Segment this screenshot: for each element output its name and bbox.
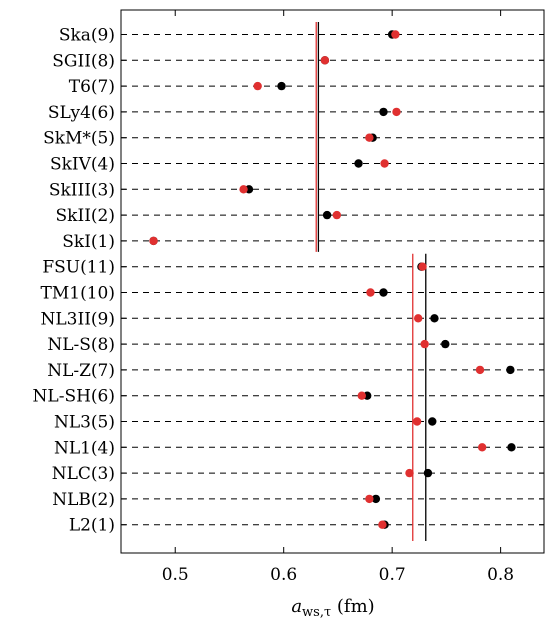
category-label: SkM*(5) bbox=[43, 129, 115, 149]
data-point bbox=[253, 81, 262, 91]
data-point bbox=[378, 520, 387, 529]
gridlines bbox=[121, 34, 544, 526]
x-tick-label: 0.6 bbox=[270, 565, 297, 585]
data-point bbox=[380, 159, 389, 168]
category-labels: Ska(9) SGII(8) T6(7) SLy4(6) SkM*(5) SkIV(4) S… bbox=[33, 26, 115, 536]
data-point bbox=[405, 468, 414, 478]
data-point bbox=[357, 391, 366, 400]
category-label: SkIV(4) bbox=[50, 155, 115, 175]
category-label: SGII(8) bbox=[52, 51, 115, 71]
data-point bbox=[477, 443, 487, 452]
category-label: NL-S(8) bbox=[47, 335, 115, 355]
data-point bbox=[430, 314, 439, 323]
category-label: L2(1) bbox=[69, 516, 115, 536]
category-label: SkII(2) bbox=[56, 206, 115, 226]
data-point bbox=[379, 107, 388, 117]
category-label: NL3II(9) bbox=[41, 309, 116, 329]
data-point bbox=[322, 210, 332, 220]
data-point bbox=[365, 133, 374, 142]
reference-lines bbox=[315, 22, 427, 541]
category-label: NL1(4) bbox=[54, 438, 115, 458]
x-axis-label: aws,τ (fm) bbox=[291, 596, 374, 619]
data-point bbox=[332, 210, 342, 220]
category-label: TM1(10) bbox=[41, 284, 115, 304]
category-label: Ska(9) bbox=[59, 26, 115, 46]
x-tick-label: 0.7 bbox=[379, 565, 406, 585]
category-label: NL-Z(7) bbox=[47, 361, 115, 381]
data-point bbox=[413, 314, 423, 323]
category-label: SkIII(3) bbox=[49, 180, 115, 200]
data-point bbox=[354, 159, 363, 168]
category-label: NL-SH(6) bbox=[33, 387, 115, 407]
data-point bbox=[366, 288, 375, 297]
category-label: NLC(3) bbox=[52, 464, 115, 484]
category-label: SLy4(6) bbox=[48, 103, 115, 123]
x-tick-label: 0.5 bbox=[162, 565, 189, 585]
data-point bbox=[423, 468, 433, 478]
x-tick-label: 0.8 bbox=[487, 565, 514, 585]
data-point bbox=[412, 417, 422, 426]
data-point bbox=[428, 417, 437, 426]
category-label: NL3(5) bbox=[54, 413, 115, 433]
plot-frame bbox=[120, 9, 545, 554]
data-point bbox=[392, 107, 401, 117]
category-label: SkI(1) bbox=[62, 232, 115, 252]
data-point bbox=[149, 236, 158, 246]
category-label: NLB(2) bbox=[52, 490, 115, 510]
data-point bbox=[420, 339, 429, 349]
data-point bbox=[506, 365, 515, 375]
data-point bbox=[441, 339, 450, 349]
data-point bbox=[507, 443, 516, 452]
data-point bbox=[277, 81, 286, 91]
data-point bbox=[371, 494, 381, 504]
data-point bbox=[239, 185, 248, 194]
data-point bbox=[379, 288, 388, 297]
data-point bbox=[391, 30, 400, 39]
data-point bbox=[365, 494, 374, 504]
category-label: T6(7) bbox=[69, 77, 115, 97]
x-axis-ticks: 0.5 0.6 0.7 0.8 bbox=[162, 10, 514, 585]
category-label: FSU(11) bbox=[42, 258, 115, 278]
data-point bbox=[418, 262, 427, 271]
data-points bbox=[149, 30, 516, 529]
data-point bbox=[320, 56, 330, 65]
data-point bbox=[475, 365, 485, 375]
